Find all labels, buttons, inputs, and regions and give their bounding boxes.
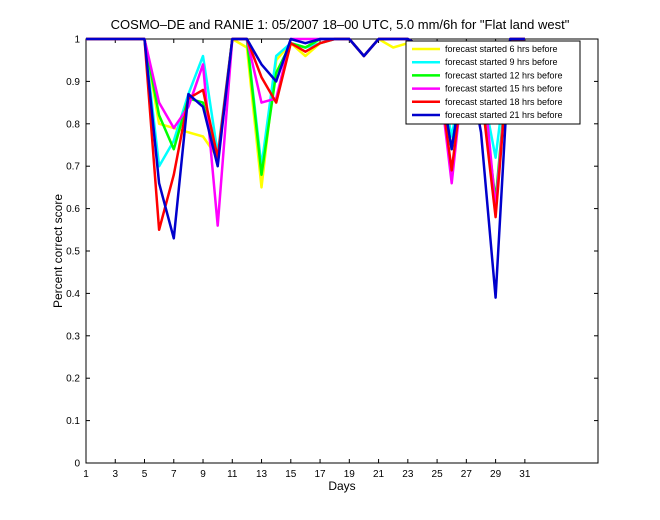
- x-axis: 1 3 5 7 9 11 13 15 17 19 21 23 25 27 29 31: [83, 39, 531, 480]
- x-tick-label: 9: [200, 469, 206, 480]
- legend-entry-1: forecast started 6 hrs before: [445, 44, 558, 54]
- x-axis-label: Days: [328, 479, 355, 493]
- x-tick-label: 27: [461, 469, 473, 480]
- y-tick-label: 0.7: [66, 162, 80, 173]
- x-tick-label: 11: [227, 469, 238, 480]
- x-tick-label: 17: [314, 469, 326, 480]
- legend-entry-5: forecast started 18 hrs before: [445, 97, 563, 107]
- series-line-6: [86, 37, 525, 299]
- x-tick-label: 1: [83, 469, 89, 480]
- x-tick-label: 23: [402, 469, 414, 480]
- x-tick-label: 29: [490, 469, 502, 480]
- x-tick-label: 5: [142, 469, 148, 480]
- legend: forecast started 6 hrs before forecast st…: [405, 40, 581, 125]
- y-axis-label: Percent correct score: [51, 194, 65, 308]
- legend-entry-6: forecast started 21 hrs before: [445, 110, 563, 120]
- y-tick-label: 0.8: [66, 119, 80, 130]
- series-line-5: [86, 37, 525, 232]
- x-tick-label: 7: [171, 469, 177, 480]
- x-tick-label: 13: [256, 469, 268, 480]
- x-tick-label: 3: [112, 469, 118, 480]
- y-tick-label: 0.3: [66, 331, 80, 342]
- x-tick-label: 31: [519, 469, 531, 480]
- legend-entry-4: forecast started 15 hrs before: [445, 84, 563, 94]
- chart-title: COSMO–DE and RANIE 1: 05/2007 18–00 UTC,…: [111, 17, 570, 32]
- x-tick-label: 21: [373, 469, 385, 480]
- y-tick-label: 1: [74, 35, 80, 46]
- legend-entry-2: forecast started 9 hrs before: [445, 57, 558, 67]
- y-tick-label: 0: [74, 459, 80, 470]
- series-line-4: [86, 37, 525, 227]
- legend-box: [405, 40, 581, 125]
- y-tick-label: 0.2: [66, 374, 80, 385]
- y-tick-label: 0.4: [66, 289, 80, 300]
- y-tick-label: 0.1: [66, 416, 80, 427]
- y-tick-label: 0.9: [66, 77, 80, 88]
- y-tick-label: 0.5: [66, 247, 80, 258]
- y-axis: 0 0.1 0.2 0.3 0.4 0.5 0.6 0.7 0.8 0.9 1: [66, 35, 598, 470]
- legend-entry-3: forecast started 12 hrs before: [445, 70, 563, 80]
- y-tick-label: 0.6: [66, 204, 80, 215]
- x-tick-label: 19: [344, 469, 356, 480]
- x-tick-label: 15: [285, 469, 297, 480]
- x-tick-label: 25: [432, 469, 444, 480]
